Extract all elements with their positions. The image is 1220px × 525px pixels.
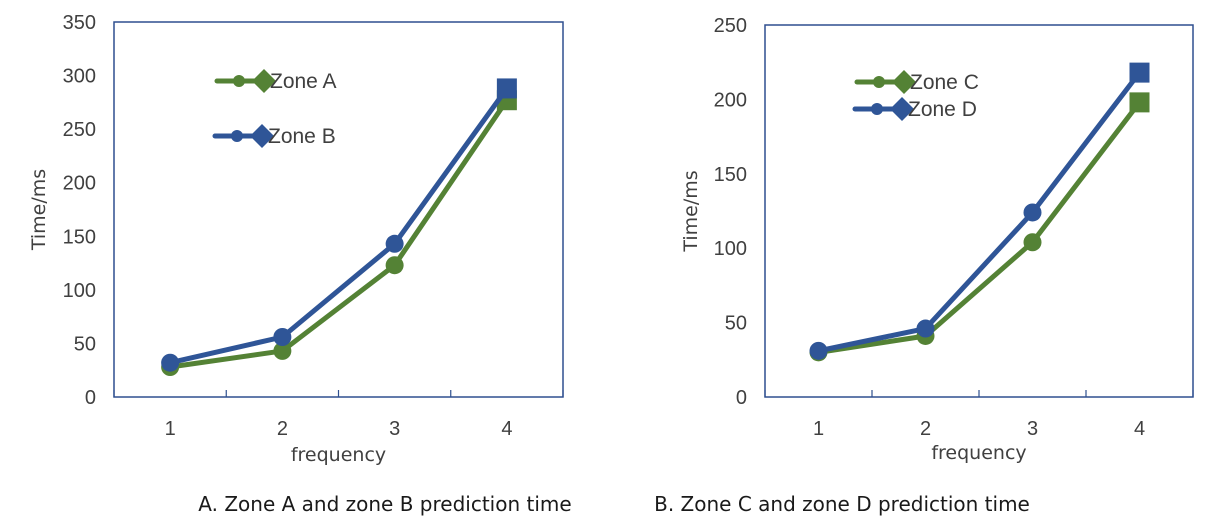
x-tick-label: 2 (920, 418, 931, 440)
caption-zone-c-d: B. Zone C and zone D prediction time (654, 492, 1030, 516)
y-tick-label: 200 (714, 89, 747, 111)
chart-zone-a-b: 0 50 100 150 200 250 300 350 1 2 3 4 frequency Time/m… (28, 12, 564, 466)
series-line (816, 70, 1142, 354)
y-tick-label: 50 (725, 313, 747, 335)
legend-item: Zone D (852, 97, 977, 121)
series-zone-c (809, 92, 1150, 362)
y-tick-label: 200 (63, 173, 96, 195)
series-zone-d (809, 62, 1150, 360)
legend-diamond-marker (892, 70, 916, 94)
plot-area-frame (764, 24, 1194, 398)
data-point (1023, 233, 1042, 252)
y-tick-label: 0 (85, 387, 96, 409)
y-tick-label: 150 (63, 226, 96, 248)
data-point (385, 256, 404, 275)
x-tick-label: 1 (165, 418, 176, 440)
legend-diamond-marker (250, 124, 274, 148)
x-axis-title: frequency (931, 442, 1026, 464)
x-tick-label: 4 (501, 418, 512, 440)
chart-zone-c-d: 0 50 100 150 200 250 1 2 3 4 frequency Time/ms Zone … (680, 15, 1194, 464)
x-tick-label: 3 (389, 418, 400, 440)
x-axis-title: frequency (291, 444, 386, 466)
data-point-square (1129, 92, 1150, 113)
y-tick-label: 250 (63, 119, 96, 141)
legend-label: Zone A (270, 70, 337, 93)
data-point (385, 234, 404, 253)
data-point (1023, 203, 1042, 222)
data-point (273, 328, 292, 346)
legend-label: Zone C (910, 71, 979, 94)
x-tick-label: 3 (1027, 418, 1038, 440)
y-tick-label: 150 (714, 164, 747, 186)
caption-zone-a-b: A. Zone A and zone B prediction time (198, 492, 571, 516)
legend-circle-marker (233, 75, 245, 87)
legend-item: Zone B (212, 124, 336, 148)
series-line (167, 97, 510, 370)
legend-item: Zone A (214, 69, 337, 93)
series-line (167, 85, 510, 366)
legend-item: Zone C (854, 70, 979, 94)
legend-diamond-marker (252, 69, 276, 93)
y-tick-label: 350 (63, 12, 96, 34)
y-tick-label: 50 (74, 333, 96, 355)
data-point (273, 341, 292, 360)
y-tick-label: 100 (714, 238, 747, 260)
data-point-square (1129, 62, 1150, 83)
plot-area-frame (113, 21, 564, 398)
x-tick-label: 1 (813, 418, 824, 440)
legend-label: Zone D (908, 98, 977, 121)
data-point (916, 319, 935, 338)
y-tick-label: 100 (63, 280, 96, 302)
series-line (816, 99, 1142, 355)
legend-diamond-marker (890, 97, 914, 121)
series-zone-b (161, 78, 517, 372)
legend-label: Zone B (268, 125, 336, 148)
y-tick-label: 300 (63, 66, 96, 88)
legend-circle-marker (873, 76, 885, 88)
y-axis-title: Time/ms (28, 169, 50, 251)
y-tick-label: 0 (736, 387, 747, 409)
x-tick-label: 4 (1134, 418, 1145, 440)
series-zone-a (161, 90, 517, 376)
x-tick-label: 2 (277, 418, 288, 440)
data-point-square (496, 78, 517, 99)
legend-circle-marker (871, 103, 883, 115)
legend-circle-marker (231, 130, 243, 142)
y-axis-title: Time/ms (680, 170, 702, 252)
data-point (161, 353, 180, 372)
y-tick-label: 250 (714, 15, 747, 37)
data-point (809, 341, 828, 360)
